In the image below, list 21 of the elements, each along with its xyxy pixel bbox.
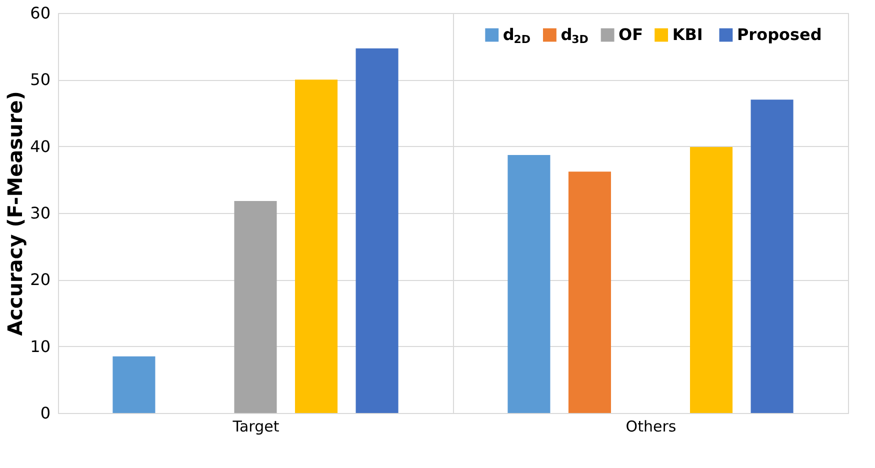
y-tick-label: 0	[40, 404, 50, 422]
x-tick-label: Others	[626, 418, 676, 436]
y-tick-label: 10	[30, 336, 50, 356]
x-tick-label: Target	[232, 418, 280, 436]
bar	[508, 155, 550, 413]
bar	[690, 147, 733, 413]
bar	[750, 100, 794, 413]
y-tick-label: 30	[30, 204, 50, 222]
bar	[356, 48, 398, 413]
bar	[234, 201, 277, 413]
legend-label: OF	[618, 25, 644, 44]
y-tick-label: 60	[30, 4, 50, 22]
y-tick-label: 50	[30, 70, 50, 90]
y-tick-label: 20	[30, 270, 50, 290]
y-tick-label: 40	[30, 136, 50, 156]
legend-label: KBI	[672, 25, 703, 44]
bar	[295, 80, 338, 413]
bar	[112, 356, 156, 413]
bar	[568, 172, 611, 413]
legend-label: Proposed	[736, 25, 822, 44]
y-axis-title: Accuracy (F-Measure)	[3, 91, 28, 336]
